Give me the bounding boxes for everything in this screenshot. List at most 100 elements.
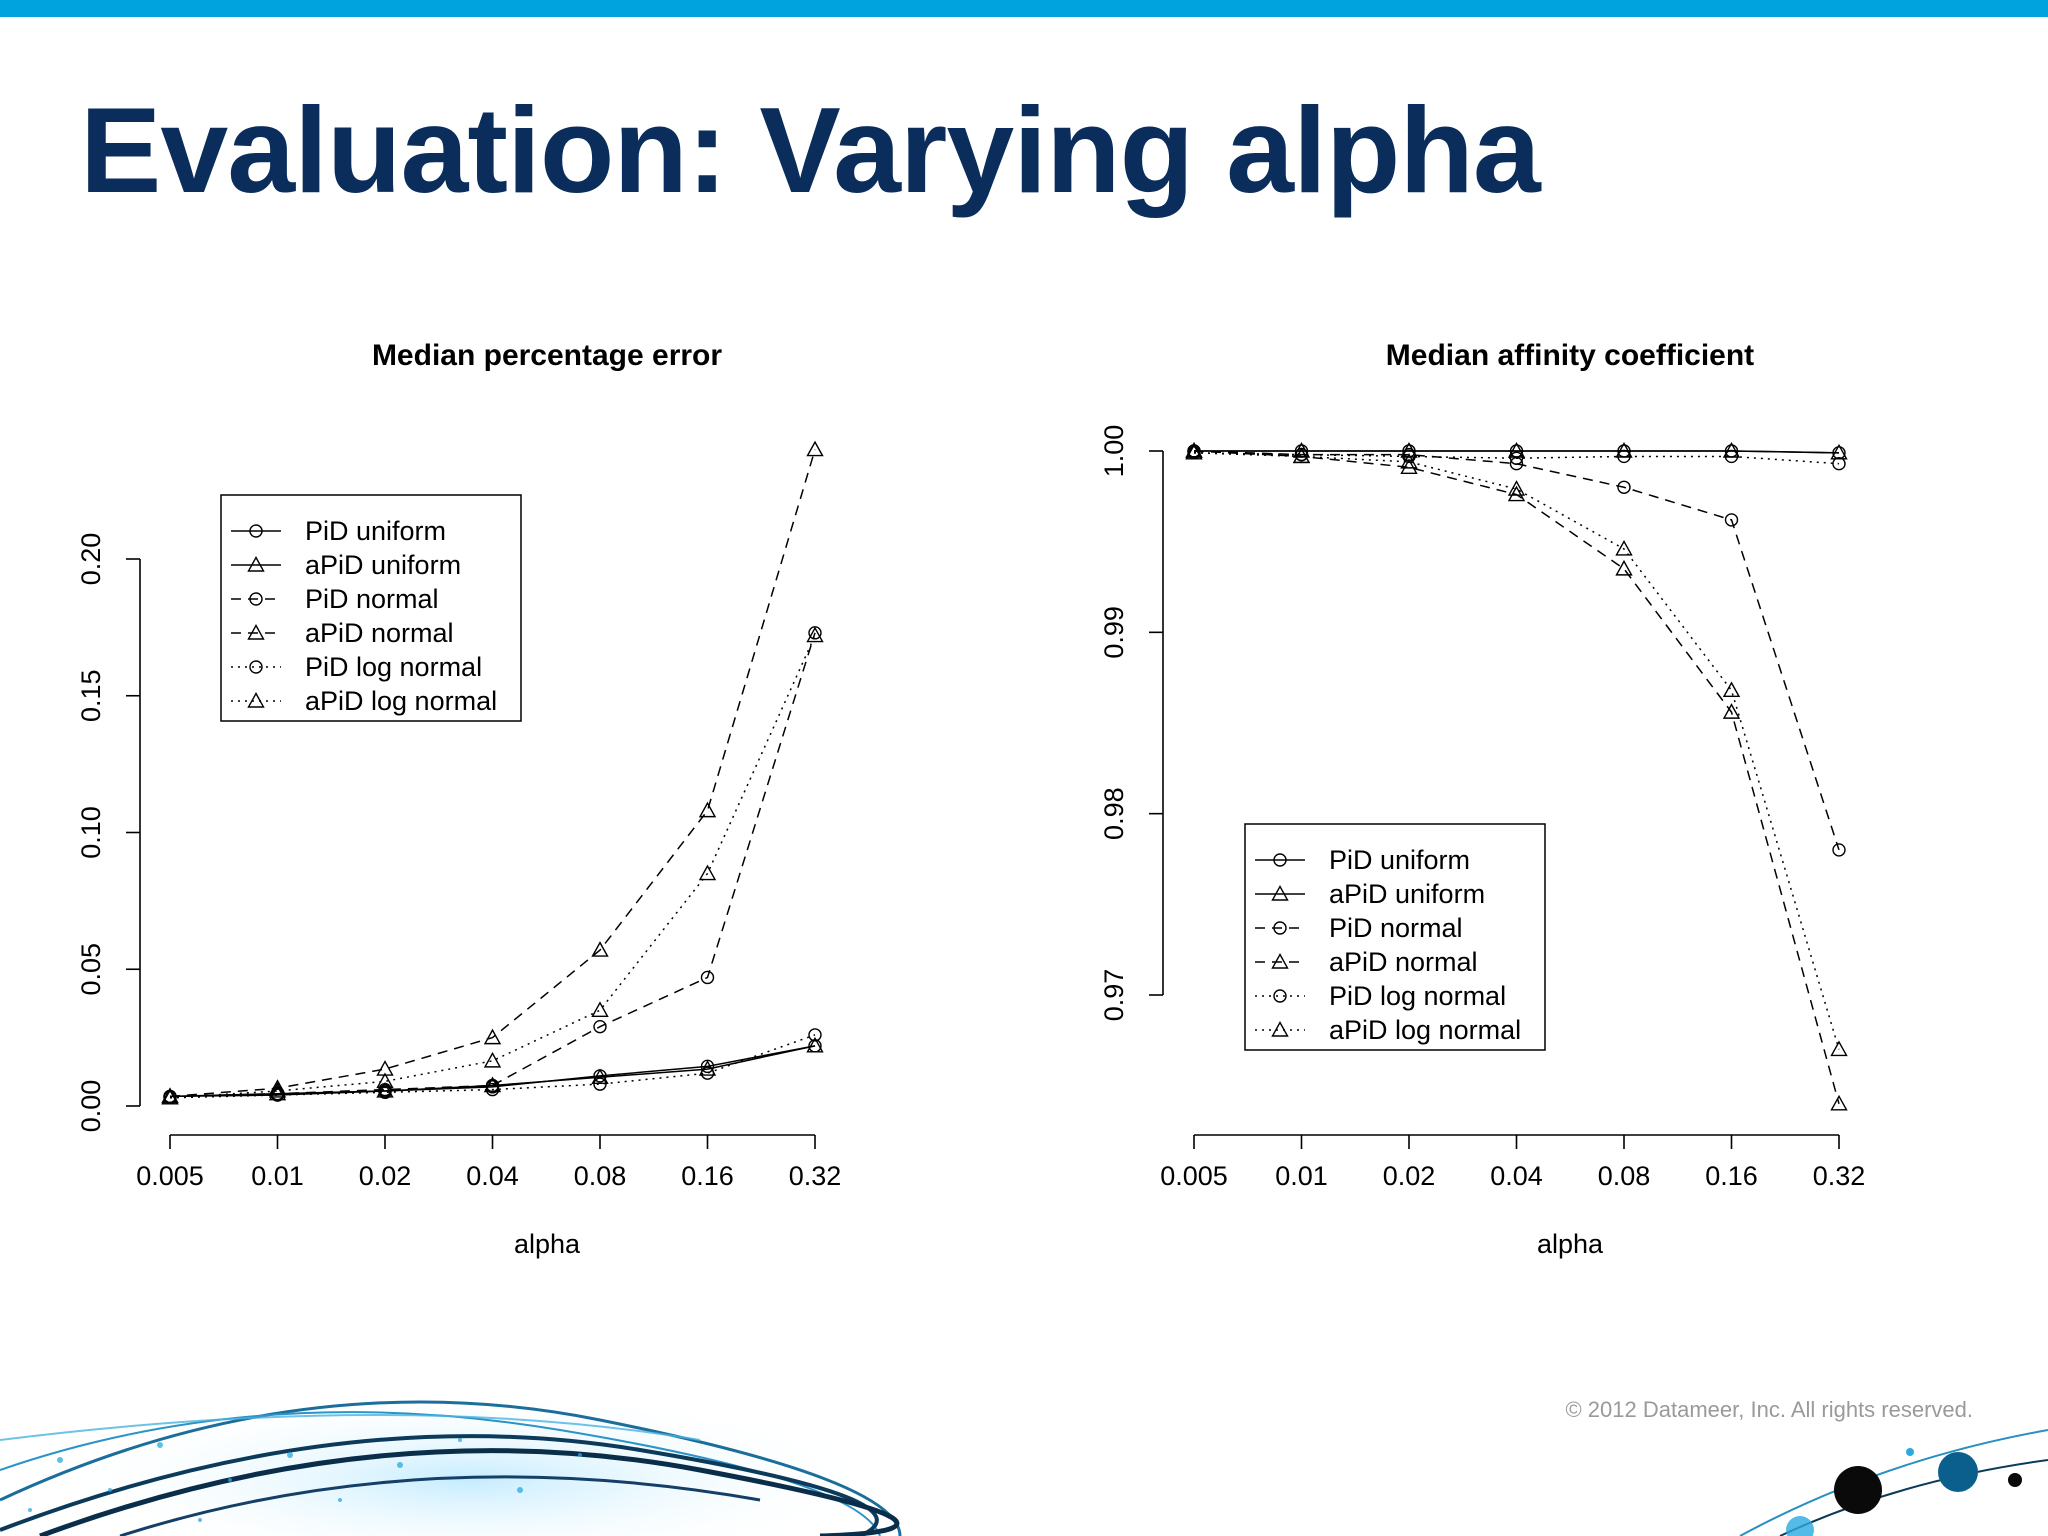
y-tick-label: 0.98 (1099, 787, 1129, 840)
legend-marker (247, 692, 265, 708)
series-line (1193, 452, 1840, 465)
data-point (1722, 703, 1741, 719)
legend-marker (1271, 1021, 1289, 1037)
data-point (1185, 442, 1203, 458)
data-point (698, 801, 717, 818)
y-tick-label: 0.20 (76, 533, 106, 586)
data-point (806, 626, 824, 643)
data-point (376, 1072, 394, 1089)
data-point (1832, 456, 1846, 471)
top-accent-bar (0, 0, 2048, 17)
data-point (1507, 485, 1526, 502)
data-point (268, 1082, 287, 1098)
data-point (1615, 559, 1633, 576)
x-tick-label: 0.08 (574, 1161, 627, 1191)
legend-label: PiD normal (1329, 913, 1463, 943)
legend-box (220, 494, 522, 722)
series-line (169, 1045, 816, 1098)
x-tick-label: 0.04 (1490, 1161, 1543, 1191)
data-point (593, 1019, 607, 1034)
legend-label: PiD uniform (305, 516, 446, 546)
data-point (1724, 513, 1739, 527)
chart-title: Median percentage error (372, 339, 722, 372)
legend-label: aPiD normal (305, 618, 454, 648)
data-point (1830, 443, 1848, 460)
data-point (700, 1066, 715, 1080)
data-point (485, 1082, 500, 1097)
legend-marker (247, 624, 265, 640)
data-point (1832, 843, 1846, 857)
data-point (161, 1088, 179, 1105)
legend: PiD uniform aPiD uniform PiD normal aPiD no… (220, 494, 522, 722)
y-tick-label: 0.10 (76, 806, 106, 859)
data-point (1830, 1040, 1848, 1057)
data-point (268, 1079, 287, 1095)
x-tick-label: 0.08 (1598, 1161, 1651, 1191)
series-line (169, 635, 816, 1099)
data-point (1617, 480, 1631, 494)
data-point (1292, 447, 1311, 464)
data-point (1615, 539, 1633, 556)
chart-title: Median affinity coefficient (1386, 339, 1754, 372)
data-point (1400, 452, 1418, 469)
x-tick-label: 0.16 (1705, 1161, 1758, 1191)
legend-marker (249, 592, 263, 606)
data-point (700, 970, 715, 985)
legend-label: PiD uniform (1329, 845, 1470, 875)
x-tick-label: 0.32 (789, 1161, 842, 1191)
data-point (1185, 443, 1203, 460)
data-point (591, 1068, 609, 1084)
x-axis-label: alpha (514, 1229, 581, 1259)
data-point (1400, 458, 1418, 475)
data-point (591, 1001, 609, 1017)
y-tick-label: 1.00 (1099, 425, 1129, 478)
data-point (1615, 442, 1633, 458)
slide-title: Evaluation: Varying alpha (80, 82, 1541, 218)
x-tick-label: 0.04 (466, 1161, 519, 1191)
y-tick-label: 0.99 (1099, 606, 1129, 659)
series-4 (1187, 446, 1846, 471)
legend-box (1244, 823, 1546, 1051)
legend-label: aPiD log normal (305, 686, 497, 716)
data-point (806, 1036, 824, 1053)
y-tick-label: 0.97 (1099, 969, 1129, 1022)
x-tick-label: 0.01 (1275, 1161, 1328, 1191)
legend-marker (1273, 921, 1287, 935)
legend-label: aPiD log normal (1329, 1015, 1521, 1045)
data-point (1830, 1094, 1848, 1111)
data-point (378, 1085, 392, 1100)
series-5 (1185, 443, 1848, 1057)
legend-marker (1271, 953, 1289, 969)
data-point (1722, 442, 1741, 458)
legend-label: aPiD normal (1329, 947, 1478, 977)
x-tick-label: 0.01 (251, 1161, 304, 1191)
data-point (1724, 449, 1739, 464)
legend-label: PiD log normal (1329, 981, 1506, 1011)
x-tick-label: 0.005 (1160, 1161, 1228, 1191)
y-tick-label: 0.00 (76, 1080, 106, 1133)
x-axis-label: alpha (1537, 1229, 1604, 1259)
legend-marker (249, 524, 263, 538)
x-tick-label: 0.32 (1813, 1161, 1866, 1191)
x-tick-label: 0.02 (359, 1161, 412, 1191)
x-tick-label: 0.16 (681, 1161, 734, 1191)
legend-marker (1271, 885, 1289, 901)
series-line (1193, 450, 1840, 851)
x-tick-label: 0.005 (136, 1161, 204, 1191)
legend-label: PiD normal (305, 584, 439, 614)
legend-label: aPiD uniform (1329, 879, 1485, 909)
data-point (808, 1028, 822, 1042)
y-tick-label: 0.15 (76, 669, 106, 722)
legend: PiD uniform aPiD uniform PiD normal aPiD no… (1244, 823, 1546, 1051)
chart-median-percentage-error: Median percentage error 0.005 0.01 0.02 0.04… (76, 339, 842, 1259)
data-point (591, 941, 609, 957)
legend-label: aPiD uniform (305, 550, 461, 580)
legend-marker (249, 660, 263, 674)
copyright-notice: © 2012 Datameer, Inc. All rights reserve… (1565, 1397, 1973, 1422)
data-point (1722, 681, 1741, 698)
y-tick-label: 0.05 (76, 943, 106, 996)
series-line (169, 449, 816, 1098)
data-point (483, 1028, 502, 1045)
data-point (806, 440, 824, 457)
